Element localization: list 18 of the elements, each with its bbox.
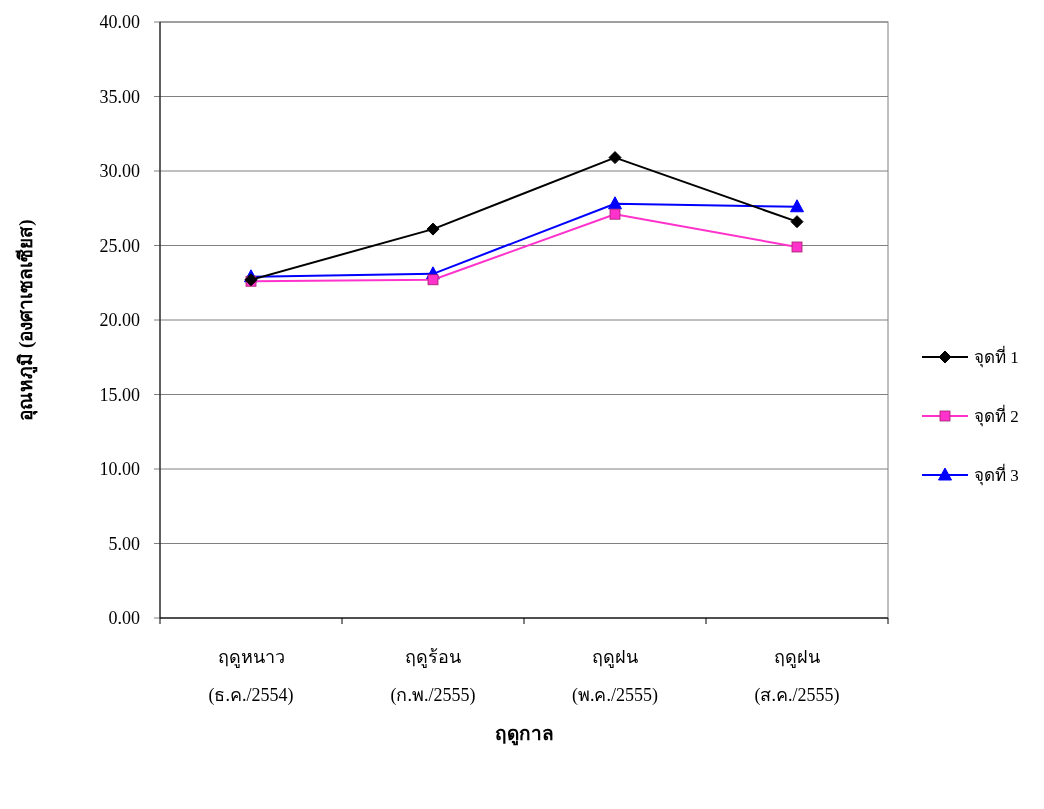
y-axis-title: อุณหภูมิ (องศาเซลเซียส)	[15, 219, 38, 421]
y-tick-label: 35.00	[99, 86, 140, 107]
y-tick-label: 40.00	[99, 12, 140, 32]
x-tick-label: ฤดูฝน (ส.ค./2555)	[754, 647, 840, 706]
y-tick-label: 10.00	[99, 459, 140, 479]
y-tick-label: 20.00	[99, 310, 140, 330]
legend-label: จุดที่ 1	[974, 345, 1019, 368]
legend-label: จุดที่ 2	[974, 404, 1019, 427]
y-tick-label: 5.00	[108, 533, 140, 554]
y-tick-label: 30.00	[99, 161, 140, 181]
x-axis-title: ฤดูกาล	[494, 723, 554, 746]
y-tick-label: 25.00	[99, 235, 140, 256]
x-tick-label: ฤดูหนาว (ธ.ค./2554)	[208, 647, 294, 706]
y-tick-label: 15.00	[99, 384, 140, 405]
x-tick-label: ฤดูฝน (พ.ค./2555)	[572, 647, 658, 706]
x-tick-label: ฤดูร้อน (ก.พ./2555)	[390, 647, 476, 706]
y-tick-label: 0.00	[108, 608, 140, 628]
legend-label: จุดที่ 3	[974, 463, 1019, 486]
